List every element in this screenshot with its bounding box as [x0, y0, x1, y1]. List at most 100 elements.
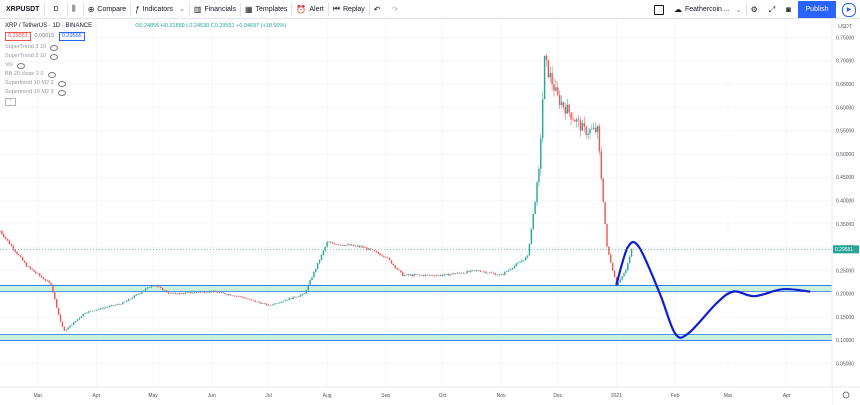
candle-body: [214, 290, 217, 293]
candle-body: [407, 274, 410, 276]
indicators-button[interactable]: ƒ Indicators ⌄: [131, 0, 189, 19]
indicator-row[interactable]: BB 20 close 2 0: [5, 70, 286, 79]
candle-body: [322, 250, 325, 255]
eye-hidden-icon[interactable]: [50, 53, 59, 60]
chart-style-button[interactable]: ⫼: [68, 0, 83, 19]
replay-button[interactable]: ⏮ Replay: [329, 0, 369, 19]
templates-button[interactable]: ▦ Templates: [241, 0, 291, 19]
price-chart[interactable]: USDT 0.05000 0.10000 0.15000 0.20000 0.25000 0…: [0, 19, 860, 405]
candle-body: [284, 300, 287, 301]
eye-hidden-icon[interactable]: [57, 80, 66, 87]
compare-button[interactable]: ⊕ Compare: [84, 0, 131, 19]
eye-hidden-icon[interactable]: [57, 89, 66, 96]
cloud-icon: ☁: [673, 5, 682, 14]
indicator-row[interactable]: Supertrend 10 M2 3: [5, 88, 286, 97]
candle-body: [375, 251, 377, 252]
candle-body: [186, 292, 188, 293]
candle-body: [373, 250, 376, 252]
time-tick-label: Jun: [208, 393, 216, 399]
publish-button[interactable]: Publish: [798, 1, 836, 18]
toolbar-divider: [44, 2, 45, 16]
fullscreen-button[interactable]: ⤢: [765, 0, 782, 19]
candle-body: [315, 268, 317, 272]
candle-body: [472, 270, 474, 272]
financials-icon: ▥: [193, 4, 202, 14]
indicator-row[interactable]: Vol: [5, 61, 286, 70]
candle-body: [279, 302, 281, 304]
candle-body: [358, 245, 360, 248]
alert-button[interactable]: ⏰ Alert: [292, 0, 327, 19]
series-title: XRP / TetherUS · 1D · BINANCE: [5, 23, 93, 29]
candle-body: [25, 262, 28, 267]
candle-body: [267, 304, 270, 306]
candle-body: [449, 274, 451, 276]
candle-body: [137, 293, 139, 295]
candle-body: [205, 292, 207, 294]
candle-body: [320, 254, 323, 261]
price-tick-label: 0.70000: [836, 59, 854, 65]
eye-hidden-icon[interactable]: [16, 62, 25, 69]
candle-body: [534, 202, 536, 215]
candle-body: [254, 300, 256, 302]
layout-checkbox[interactable]: [653, 4, 664, 15]
indicator-row[interactable]: SuperTrend 3 10: [5, 43, 286, 52]
candle-body: [396, 267, 398, 270]
play-icon[interactable]: ▶: [842, 2, 856, 17]
candle-body: [630, 249, 633, 257]
candle-body: [611, 262, 614, 271]
candle-body: [434, 275, 436, 277]
eye-hidden-icon[interactable]: [47, 71, 56, 78]
layout-name: Feathercoin ...: [684, 6, 730, 13]
candle-body: [473, 270, 476, 272]
candle-body: [619, 279, 621, 283]
eye-hidden-icon[interactable]: [50, 44, 59, 51]
candle-body: [90, 310, 92, 312]
candle-body: [95, 309, 98, 311]
candle-body: [496, 274, 499, 276]
candle-body: [335, 244, 338, 246]
candle-body: [292, 296, 294, 299]
bid-ask-row: 0.29551 0.00015 0.29566: [5, 32, 286, 41]
settings-button[interactable]: ⚙: [747, 0, 765, 19]
financials-button[interactable]: ▥ Financials: [190, 0, 240, 19]
candle-body: [148, 287, 151, 288]
candle-body: [559, 95, 561, 106]
candle-body: [489, 272, 491, 274]
candle-body: [91, 310, 94, 312]
candle-body: [337, 244, 340, 246]
candle-body: [513, 265, 516, 269]
candle-body: [245, 298, 247, 299]
candle-body: [143, 290, 145, 292]
candle-body: [360, 246, 362, 248]
snapshot-button[interactable]: ◙: [782, 0, 798, 19]
price-tick-label: 0.35000: [836, 222, 854, 228]
price-axis[interactable]: USDT 0.05000 0.10000 0.15000 0.20000 0.25000 0…: [831, 19, 860, 405]
indicator-row[interactable]: Supertrend 10 M2 3: [5, 79, 286, 88]
candle-body: [316, 262, 319, 269]
collapse-legend-button[interactable]: ⌃: [5, 98, 16, 106]
axis-settings-button[interactable]: [842, 391, 850, 399]
candle-body: [197, 292, 200, 294]
candle-body: [97, 309, 100, 310]
price-tick-label: 0.40000: [836, 198, 854, 204]
candle-body: [178, 292, 181, 295]
buy-price[interactable]: 0.29566: [58, 32, 85, 41]
candle-body: [107, 307, 109, 308]
sell-price[interactable]: 0.29551: [5, 32, 31, 41]
indicator-label: SuperTrend 2 10: [5, 53, 47, 59]
candle-body: [562, 102, 565, 107]
symbol-search[interactable]: XRPUSDT: [6, 5, 40, 13]
undo-button[interactable]: ↶: [370, 0, 388, 19]
candle-series: [0, 53, 633, 332]
layout-menu[interactable]: ☁ Feathercoin ... ⌄: [670, 0, 746, 19]
candle-body: [231, 295, 234, 297]
candle-body: [487, 273, 489, 274]
candle-body: [409, 274, 412, 276]
time-axis[interactable]: Mar Apr May Jun Jul Aug Sep Oct Nov Dec 2021 Feb Mar…: [0, 386, 860, 405]
candle-body: [141, 291, 143, 294]
candle-body: [56, 299, 58, 308]
redo-button[interactable]: ↷: [388, 0, 406, 19]
indicator-row[interactable]: SuperTrend 2 10: [5, 52, 286, 61]
candle-body: [424, 274, 427, 276]
interval-button[interactable]: D: [53, 5, 59, 13]
